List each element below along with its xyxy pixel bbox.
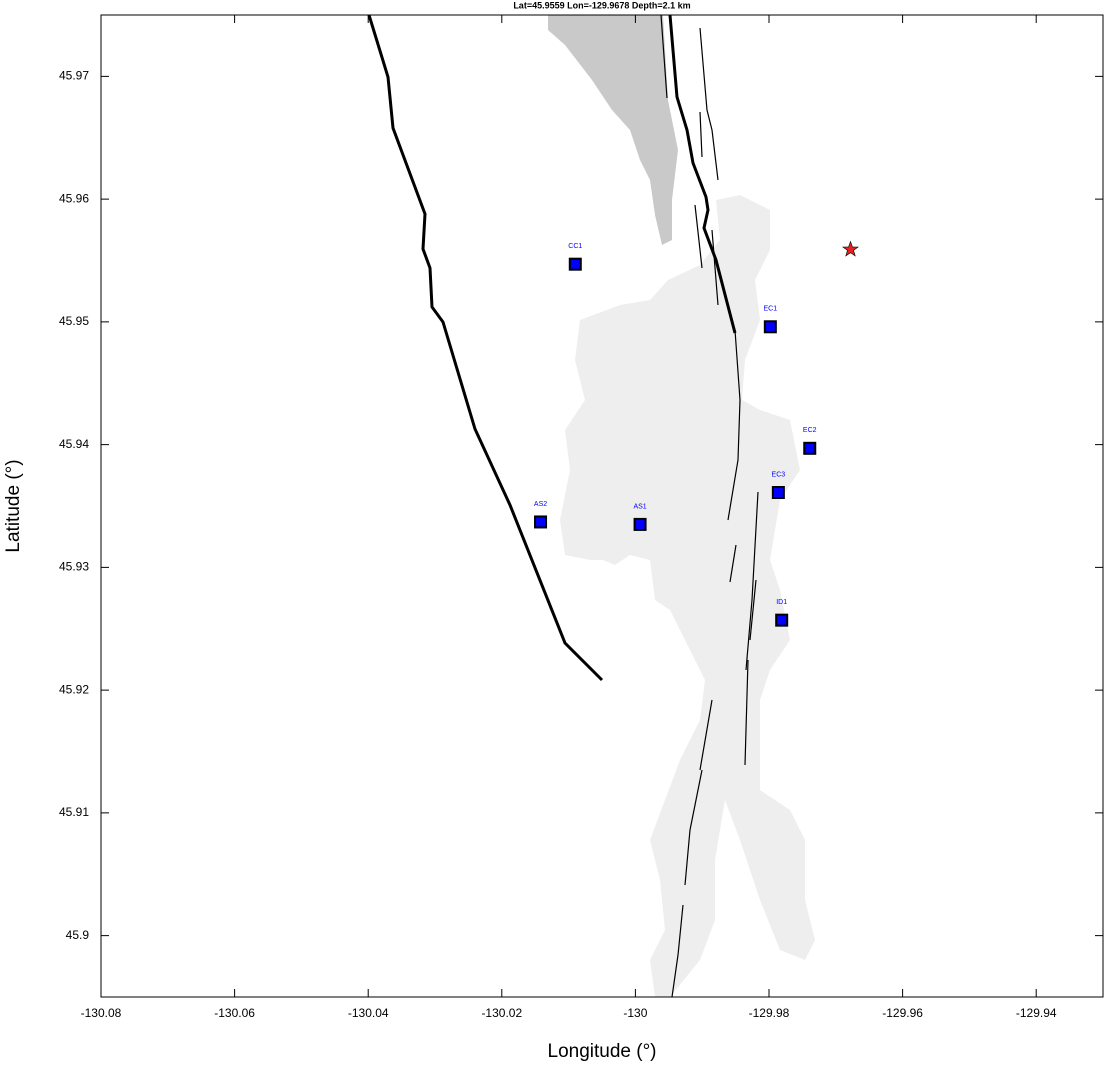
x-axis-label: Longitude (°) [548, 1041, 657, 1062]
event-star [842, 240, 859, 257]
station-label: AS1 [633, 503, 646, 510]
y-tick-label: 45.92 [59, 682, 89, 696]
y-tick-label: 45.96 [59, 191, 89, 205]
station-label: EC1 [764, 306, 778, 313]
x-tick-label: -129.98 [749, 1006, 790, 1020]
plot-frame [100, 14, 1104, 998]
station-marker [534, 515, 548, 529]
boundary-lines [367, 15, 737, 682]
x-tick-label: -130.06 [214, 1006, 255, 1020]
chart-title: Lat=45.9559 Lon=-129.9678 Depth=2.1 km [513, 0, 690, 10]
y-tick-label: 45.97 [59, 69, 89, 83]
y-tick-label: 45.95 [59, 314, 89, 328]
x-tick-label: -129.94 [1016, 1006, 1057, 1020]
y-tick-label: 45.94 [59, 437, 89, 451]
fault-traces [660, 15, 759, 997]
map-layers [367, 15, 815, 997]
station-marker [763, 320, 777, 334]
x-tick-label: -130 [623, 1006, 647, 1020]
station-label: ID1 [776, 599, 787, 606]
station-marker [775, 613, 789, 627]
station-marker [803, 441, 817, 455]
station-label: CC1 [568, 243, 582, 250]
y-tick-label: 45.93 [59, 560, 89, 574]
station-marker [568, 257, 582, 271]
station-label: EC3 [772, 471, 786, 478]
x-tick-label: -130.02 [481, 1006, 522, 1020]
y-tick-label: 45.91 [59, 805, 89, 819]
light-seafloor-area [560, 195, 815, 997]
y-tick-label: 45.9 [66, 928, 90, 942]
station-marker [633, 517, 647, 531]
x-tick-label: -129.96 [882, 1006, 923, 1020]
y-axis-label: Latitude (°) [3, 459, 24, 552]
x-tick-label: -130.04 [348, 1006, 389, 1020]
station-marker [771, 485, 785, 499]
dark-seafloor-area [548, 15, 678, 245]
station-label: EC2 [803, 427, 817, 434]
station-label: AS2 [534, 501, 547, 508]
x-tick-label: -130.08 [81, 1006, 122, 1020]
